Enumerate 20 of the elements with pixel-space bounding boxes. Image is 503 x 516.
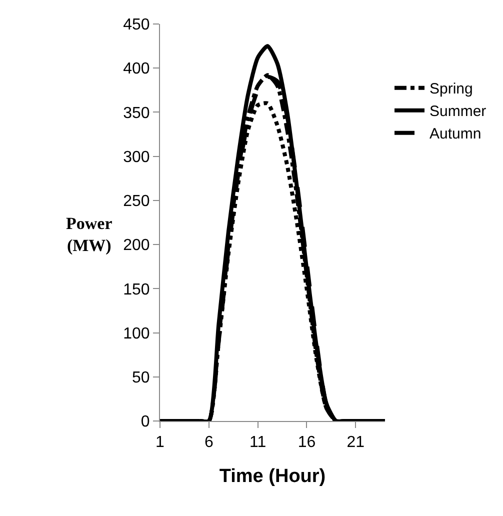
x-tick-label: 21 [346, 434, 365, 452]
x-tick-label: 11 [250, 434, 266, 452]
legend-label: Autumn [430, 126, 482, 143]
y-tick-label: 250 [123, 193, 150, 210]
x-tick-label: 1 [156, 434, 165, 452]
y-tick-label: 50 [132, 369, 150, 386]
legend-label: Summer [430, 103, 486, 120]
y-tick-label: 200 [123, 237, 150, 254]
y-tick-label: 350 [123, 104, 150, 122]
y-axis-title: Power (MW) [66, 214, 113, 256]
y-tick-label: 150 [123, 281, 150, 298]
y-tick-label: 100 [123, 325, 150, 342]
legend-label: Spring [430, 80, 473, 98]
y-tick-label: 300 [123, 148, 150, 166]
x-tick-label: 16 [298, 434, 316, 452]
y-tick-label: 400 [123, 60, 150, 78]
x-axis-title: Time (Hour) [219, 466, 326, 487]
x-tick-label: 6 [204, 434, 214, 452]
y-tick-label: 0 [140, 414, 150, 431]
y-tick-label: 450 [123, 16, 150, 34]
